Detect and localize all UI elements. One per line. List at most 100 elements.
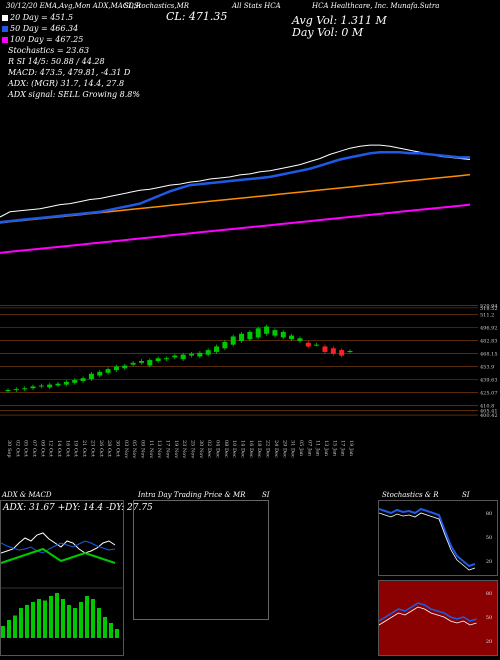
candle-body bbox=[172, 355, 178, 358]
candle-body bbox=[289, 335, 295, 340]
candle-body bbox=[30, 386, 36, 389]
candle-body bbox=[138, 361, 144, 363]
macd-bar bbox=[61, 599, 65, 638]
price-tick-label: 405.41 bbox=[480, 409, 498, 415]
macd-readout: MACD: 473.5, 479.81, -4.31 D bbox=[8, 68, 131, 77]
candle-body bbox=[97, 371, 103, 376]
series-line-1 bbox=[0, 144, 471, 218]
stoch-k-line bbox=[378, 507, 476, 568]
date-label: 08 Dec bbox=[223, 440, 229, 458]
rsi-lines bbox=[378, 602, 477, 626]
rsi-level-80: 80 bbox=[486, 591, 492, 597]
rsi-line bbox=[378, 602, 477, 622]
date-label: 24 Dec bbox=[273, 440, 279, 458]
legend-item-100: 100 Day = 467.25 bbox=[2, 34, 83, 45]
candle-body bbox=[13, 389, 19, 391]
price-tick-label: 482.83 bbox=[480, 338, 498, 344]
candle-body bbox=[297, 338, 303, 342]
rsi-level-50: 50 bbox=[486, 615, 492, 621]
mr-line bbox=[378, 606, 477, 626]
macd-bar bbox=[91, 599, 95, 638]
candle-body bbox=[147, 360, 153, 366]
date-label: 15 Jan bbox=[331, 440, 337, 457]
candle-body bbox=[330, 348, 336, 354]
legend-item-20: 20 Day = 451.5 bbox=[2, 12, 83, 23]
macd-histogram bbox=[1, 593, 119, 638]
stochastics-readout: Stochastics = 23.63 bbox=[8, 46, 90, 55]
legend-swatch bbox=[2, 25, 8, 32]
macd-bar bbox=[25, 605, 29, 638]
macd-bar bbox=[115, 629, 119, 638]
macd-bar bbox=[49, 596, 53, 638]
date-label: 05 Nov bbox=[131, 440, 137, 458]
legend-label: 50 Day = 466.34 bbox=[10, 24, 79, 33]
stoch-level-50: 50 bbox=[486, 535, 492, 541]
adx-macd-title: ADX & MACD bbox=[2, 491, 52, 499]
legend-label: 20 Day = 451.5 bbox=[10, 13, 74, 22]
series-line-3 bbox=[0, 203, 471, 254]
date-label: 30 Oct bbox=[114, 440, 120, 457]
macd-bar bbox=[43, 600, 47, 638]
date-label: 30 Nov bbox=[198, 440, 204, 458]
date-label: 05 Jan bbox=[298, 440, 304, 457]
indicator-info: Stochastics = 23.63 R SI 14/5: 50.88 / 4… bbox=[8, 45, 130, 78]
macd-bar bbox=[7, 620, 11, 638]
intraday-title: Intra Day Trading Price & MR bbox=[138, 491, 246, 499]
intraday-suffix: SI bbox=[262, 491, 270, 499]
date-label: 07 Oct bbox=[31, 440, 37, 457]
series-line-2 bbox=[0, 151, 470, 224]
rsi-panel: 80 50 20 bbox=[378, 580, 498, 656]
adx-lines bbox=[1, 532, 116, 564]
candle-body bbox=[47, 384, 53, 388]
candle-body bbox=[5, 390, 11, 392]
candle-body bbox=[305, 342, 311, 347]
date-label: 31 Dec bbox=[290, 440, 296, 458]
candle-body bbox=[105, 369, 111, 373]
date-label: 19 Jan bbox=[348, 440, 354, 457]
price-tick-label: 439.63 bbox=[480, 377, 498, 383]
stoch-level-80: 80 bbox=[486, 511, 492, 517]
ma-legend: 20 Day = 451.5 50 Day = 466.34 100 Day =… bbox=[2, 12, 83, 45]
macd-bar bbox=[13, 615, 17, 638]
candle-body bbox=[247, 331, 253, 340]
intraday-panel bbox=[133, 500, 269, 620]
macd-bar bbox=[1, 626, 5, 638]
candle-body bbox=[80, 378, 86, 381]
date-label: 12 Oct bbox=[48, 440, 54, 457]
date-label: 09 Oct bbox=[39, 440, 45, 457]
date-label: 09 Nov bbox=[139, 440, 145, 458]
candle-body bbox=[63, 381, 69, 385]
candle-body bbox=[205, 350, 211, 355]
candle-body bbox=[38, 385, 44, 387]
price-tick-label: 410.8 bbox=[480, 404, 494, 410]
price-tick-label: 453.9 bbox=[480, 365, 494, 371]
date-label: 13 Jan bbox=[323, 440, 329, 457]
candle-body bbox=[197, 352, 203, 357]
price-tick-label: 518.52 bbox=[480, 306, 498, 312]
macd-bar bbox=[67, 605, 71, 638]
adx-macd-chart bbox=[1, 532, 123, 638]
candle-body bbox=[264, 326, 270, 334]
stoch-title: Stochastics & R bbox=[382, 491, 439, 499]
date-label: 19 Nov bbox=[173, 440, 179, 458]
rsi-level-20: 20 bbox=[486, 639, 492, 645]
price-tick-label: 425.07 bbox=[480, 391, 498, 397]
adx-signal: ADX signal: SELL Growing 8.8% bbox=[8, 90, 140, 99]
date-label: 05 Oct bbox=[23, 440, 29, 457]
price-levels bbox=[0, 305, 478, 416]
date-label: 16 Dec bbox=[248, 440, 254, 458]
macd-bar bbox=[73, 608, 77, 638]
date-label: 18 Dec bbox=[256, 440, 262, 458]
adx-macd-panel: ADX: 31.67 +DY: 14.4 -DY: 27.75 bbox=[0, 500, 153, 656]
avg-volume: Avg Vol: 1.311 M bbox=[292, 14, 387, 27]
date-label: 16 Oct bbox=[64, 440, 70, 457]
date-label: 04 Dec bbox=[215, 440, 221, 458]
candle-body bbox=[280, 331, 286, 338]
price-tick-label: 496.92 bbox=[480, 325, 498, 331]
candle-body bbox=[314, 344, 320, 346]
macd-bar bbox=[79, 602, 83, 638]
price-tick-label: 511.2 bbox=[480, 313, 494, 319]
legend-item-50: 50 Day = 466.34 bbox=[2, 23, 83, 34]
adx-series-2 bbox=[1, 540, 116, 554]
